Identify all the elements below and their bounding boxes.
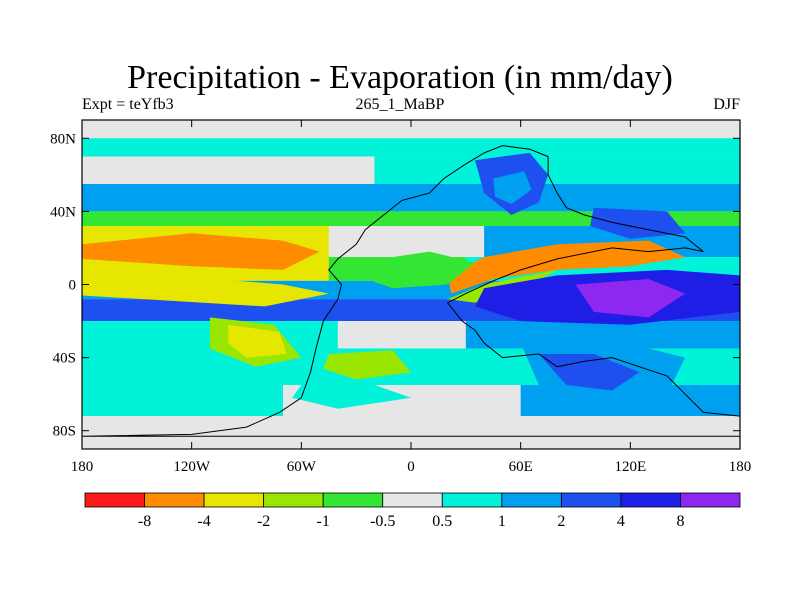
pe-band-1 — [82, 138, 740, 157]
pe-region-equatorial-east-indigo — [575, 279, 686, 318]
colorbar-swatch-7 — [501, 492, 562, 508]
colorbar-swatch-8 — [560, 492, 622, 508]
colorbar-label-1: -4 — [197, 513, 210, 530]
experiment-label: Expt = teYfb3 — [82, 96, 174, 113]
pe-region-west-ocean-yellow — [82, 275, 329, 307]
colorbar-label-8: 4 — [617, 513, 625, 530]
x-tick-label-4: 60E — [509, 459, 533, 475]
y-tick-label-0: 80N — [50, 131, 76, 147]
colorbar: -8 -4 -2 -1 -0.5 0.5 1 2 4 8 — [84, 492, 741, 530]
pe-band-3 — [374, 156, 740, 184]
x-tick-label-1: 120W — [173, 459, 211, 475]
map-fill-layer — [82, 120, 740, 449]
colorbar-swatch-5 — [382, 492, 443, 508]
colorbar-label-2: -2 — [257, 513, 270, 530]
pe-region-north-pangea-inner — [493, 171, 532, 205]
y-tick-label-4: 80S — [53, 424, 76, 440]
colorbar-label-3: -1 — [317, 513, 330, 530]
colorbar-label-7: 2 — [557, 513, 565, 530]
pe-region-continent-interior-green — [356, 251, 475, 289]
colorbar-swatch-9 — [620, 492, 681, 508]
colorbar-swatch-0 — [84, 492, 145, 508]
colorbar-label-6: 1 — [498, 513, 506, 530]
colorbar-label-4: -0.5 — [370, 513, 395, 530]
pe-region-west-ocean-orange — [82, 233, 320, 270]
pe-band-5 — [82, 211, 740, 227]
x-tick-label-2: 60W — [287, 459, 317, 475]
x-tick-label-3: 0 — [407, 459, 415, 475]
colorbar-swatch-10 — [680, 492, 741, 508]
land-outline-layer — [82, 145, 740, 437]
pe-band-0 — [82, 120, 740, 139]
pe-band-15 — [337, 321, 466, 349]
period-label: 265_1_MaBP — [355, 96, 445, 113]
y-tick-label-2: 0 — [69, 278, 77, 294]
colorbar-label-0: -8 — [138, 513, 151, 530]
x-tick-label-6: 180 — [729, 459, 752, 475]
colorbar-swatch-6 — [441, 492, 503, 508]
pe-region-south-cyan-pocket — [292, 385, 411, 409]
pe-region-south-ocean-yellow — [228, 324, 287, 358]
pe-region-continent-south-lime — [323, 350, 411, 380]
pe-region-tethys-dry-belt — [447, 240, 686, 294]
pe-region-south-continent-deep — [538, 354, 640, 391]
colorbar-swatch-3 — [263, 492, 324, 508]
season-label: DJF — [713, 96, 740, 113]
pe-band-2 — [82, 156, 375, 184]
colorbar-label-5: 0.5 — [432, 513, 452, 530]
axis-ticks: 180 120W 60W 0 60E 120E 180 80N 40N 0 40S 80S — [50, 120, 751, 475]
colorbar-swatch-4 — [322, 492, 384, 508]
colorbar-swatch-1 — [144, 492, 205, 508]
x-tick-label-5: 120E — [614, 459, 646, 475]
pe-region-east-asia-blue — [590, 207, 686, 239]
colorbar-label-9: 8 — [676, 513, 684, 530]
pangea-coastline — [82, 145, 740, 437]
y-tick-label-1: 40N — [50, 204, 76, 220]
colorbar-swatch-2 — [203, 492, 265, 508]
x-tick-label-0: 180 — [71, 459, 94, 475]
y-tick-label-3: 40S — [53, 351, 76, 367]
chart-title: Precipitation - Evaporation (in mm/day) — [127, 59, 673, 96]
pe-band-18 — [82, 385, 284, 417]
